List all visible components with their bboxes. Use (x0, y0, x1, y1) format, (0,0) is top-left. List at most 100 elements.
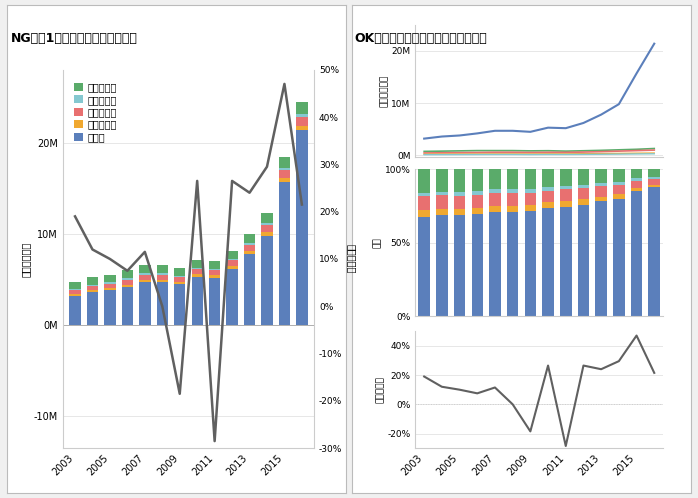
Text: NG例：1つのグラフに多くの情報: NG例：1つのグラフに多くの情報 (10, 32, 138, 45)
Bar (191, 269, 203, 274)
Bar (418, 196, 430, 210)
Bar (542, 191, 554, 202)
Bar (121, 270, 133, 278)
Bar (226, 250, 238, 258)
Bar (436, 169, 447, 192)
Bar (436, 195, 447, 209)
Y-axis label: 訪日外国人数: 訪日外国人数 (380, 75, 388, 107)
Bar (279, 168, 290, 170)
Bar (648, 187, 660, 316)
Bar (436, 192, 447, 195)
Bar (472, 214, 483, 316)
Bar (244, 234, 255, 243)
Bar (489, 189, 500, 193)
Bar (542, 208, 554, 316)
Bar (418, 193, 430, 196)
Bar (261, 223, 273, 225)
Bar (104, 288, 116, 290)
Bar (648, 185, 660, 187)
Bar (191, 274, 203, 277)
Legend: 北アメリカ, 南アメリカ, ヨーロッパ, オセアニア, アジア: 北アメリカ, 南アメリカ, ヨーロッパ, オセアニア, アジア (70, 78, 121, 146)
Bar (209, 269, 221, 270)
Bar (191, 267, 203, 269)
Bar (489, 193, 500, 206)
Bar (244, 254, 255, 325)
Bar (226, 258, 238, 260)
Bar (174, 277, 186, 282)
Bar (631, 178, 642, 181)
Bar (631, 169, 642, 178)
Bar (578, 188, 589, 199)
Bar (121, 287, 133, 325)
Bar (296, 130, 308, 325)
Bar (525, 189, 536, 193)
Bar (507, 169, 519, 189)
Bar (139, 280, 151, 282)
Bar (542, 202, 554, 208)
Bar (560, 207, 572, 316)
Bar (87, 285, 98, 286)
Y-axis label: 訪日外国人数: 訪日外国人数 (21, 242, 31, 276)
Bar (139, 265, 151, 273)
Bar (121, 284, 133, 287)
Bar (560, 201, 572, 207)
Bar (454, 196, 466, 209)
Bar (104, 290, 116, 325)
Y-axis label: 割合: 割合 (373, 238, 382, 248)
Bar (279, 157, 290, 168)
Bar (595, 169, 607, 183)
Bar (613, 194, 625, 199)
Bar (489, 212, 500, 316)
Bar (69, 289, 81, 290)
Bar (279, 170, 290, 178)
Bar (525, 193, 536, 205)
Bar (156, 280, 168, 282)
Bar (156, 282, 168, 325)
Bar (296, 126, 308, 130)
Bar (87, 286, 98, 290)
Y-axis label: 前年比増率: 前年比増率 (376, 376, 385, 403)
Bar (191, 277, 203, 325)
Bar (560, 169, 572, 186)
Bar (69, 290, 81, 294)
Bar (648, 177, 660, 179)
Bar (296, 114, 308, 117)
Bar (296, 117, 308, 126)
Bar (279, 178, 290, 182)
Bar (261, 236, 273, 325)
Bar (613, 169, 625, 182)
Bar (226, 266, 238, 268)
Bar (418, 169, 430, 193)
Bar (69, 294, 81, 296)
Bar (69, 282, 81, 289)
Bar (261, 233, 273, 236)
Bar (648, 169, 660, 177)
Bar (261, 214, 273, 223)
Bar (209, 261, 221, 269)
Bar (244, 243, 255, 245)
Bar (436, 215, 447, 316)
Bar (595, 186, 607, 197)
Bar (578, 205, 589, 316)
Bar (472, 169, 483, 191)
Bar (507, 189, 519, 193)
Bar (595, 197, 607, 201)
Bar (560, 186, 572, 189)
Bar (156, 265, 168, 273)
Text: OK例：意味合いごとでグラフを分離: OK例：意味合いごとでグラフを分離 (355, 32, 487, 45)
Bar (454, 192, 466, 196)
Bar (104, 284, 116, 288)
Bar (613, 185, 625, 194)
Bar (472, 208, 483, 214)
Bar (631, 181, 642, 188)
Bar (69, 296, 81, 325)
Bar (209, 270, 221, 275)
Bar (631, 188, 642, 191)
Bar (542, 169, 554, 187)
Bar (174, 276, 186, 277)
Bar (104, 282, 116, 284)
Bar (418, 217, 430, 316)
Bar (87, 277, 98, 285)
Bar (209, 275, 221, 278)
Bar (489, 206, 500, 212)
